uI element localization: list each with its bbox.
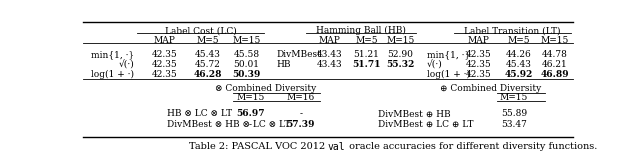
Text: M=5: M=5	[355, 36, 378, 45]
Text: 42.35: 42.35	[466, 70, 492, 79]
Text: 45.43: 45.43	[195, 50, 220, 59]
Text: M=5: M=5	[196, 36, 219, 45]
Text: M=5: M=5	[507, 36, 530, 45]
Text: 53.47: 53.47	[501, 120, 527, 129]
Text: DivMBest ⊗ HB ⊗ LC ⊗ LT: DivMBest ⊗ HB ⊗ LC ⊗ LT	[167, 120, 290, 129]
Text: 44.78: 44.78	[542, 50, 568, 59]
Text: 57.39: 57.39	[287, 120, 315, 129]
Text: √(·): √(·)	[118, 60, 134, 69]
Text: MAP: MAP	[154, 36, 175, 45]
Text: 50.39: 50.39	[232, 70, 260, 79]
Text: ⊗ Combined Diversity: ⊗ Combined Diversity	[216, 84, 317, 93]
Text: 45.72: 45.72	[195, 60, 220, 69]
Text: 55.89: 55.89	[501, 110, 527, 118]
Text: val: val	[328, 142, 346, 152]
Text: 45.92: 45.92	[504, 70, 532, 79]
Text: 51.21: 51.21	[354, 50, 380, 59]
Text: -: -	[300, 110, 302, 118]
Text: DivMBest ⊕ LC ⊕ LT: DivMBest ⊕ LC ⊕ LT	[378, 120, 474, 129]
Text: M=15: M=15	[541, 36, 569, 45]
Text: 42.35: 42.35	[466, 60, 492, 69]
Text: 56.97: 56.97	[236, 110, 265, 118]
Text: 46.28: 46.28	[193, 70, 221, 79]
Text: Label Transition (LT): Label Transition (LT)	[464, 26, 561, 35]
Text: M=15: M=15	[500, 93, 528, 102]
Text: M=15: M=15	[236, 93, 265, 102]
Text: 46.21: 46.21	[542, 60, 568, 69]
Text: 50.01: 50.01	[234, 60, 259, 69]
Text: 55.32: 55.32	[386, 60, 415, 69]
Text: HB: HB	[276, 60, 291, 69]
Text: log(1 + ·): log(1 + ·)	[428, 70, 470, 79]
Text: M=16: M=16	[287, 93, 315, 102]
Text: 42.35: 42.35	[152, 70, 177, 79]
Text: DivMBest: DivMBest	[276, 50, 321, 59]
Text: M=15: M=15	[386, 36, 415, 45]
Text: Label Cost (LC): Label Cost (LC)	[165, 26, 237, 35]
Text: 44.26: 44.26	[506, 50, 531, 59]
Text: DivMBest ⊕ HB: DivMBest ⊕ HB	[378, 110, 451, 118]
Text: 42.35: 42.35	[466, 50, 492, 59]
Text: min{1, ·}: min{1, ·}	[91, 50, 134, 59]
Text: 43.43: 43.43	[317, 60, 342, 69]
Text: Hamming Ball (HB): Hamming Ball (HB)	[316, 26, 406, 35]
Text: 42.35: 42.35	[152, 60, 177, 69]
Text: √(·): √(·)	[428, 60, 443, 69]
Text: oracle accuracies for different diversity functions.: oracle accuracies for different diversit…	[346, 142, 597, 151]
Text: min{1, ·}: min{1, ·}	[428, 50, 470, 59]
Text: -: -	[249, 120, 252, 129]
Text: M=15: M=15	[232, 36, 260, 45]
Text: 52.90: 52.90	[387, 50, 413, 59]
Text: 45.58: 45.58	[234, 50, 260, 59]
Text: 43.43: 43.43	[317, 50, 342, 59]
Text: ⊕ Combined Diversity: ⊕ Combined Diversity	[440, 84, 541, 93]
Text: Table 2: PASCAL VOC 2012: Table 2: PASCAL VOC 2012	[189, 142, 328, 151]
Text: 45.43: 45.43	[506, 60, 531, 69]
Text: HB ⊗ LC ⊗ LT: HB ⊗ LC ⊗ LT	[167, 110, 232, 118]
Text: 42.35: 42.35	[152, 50, 177, 59]
Text: MAP: MAP	[319, 36, 340, 45]
Text: 46.89: 46.89	[540, 70, 569, 79]
Text: log(1 + ·): log(1 + ·)	[92, 70, 134, 79]
Text: 51.71: 51.71	[352, 60, 381, 69]
Text: MAP: MAP	[468, 36, 490, 45]
